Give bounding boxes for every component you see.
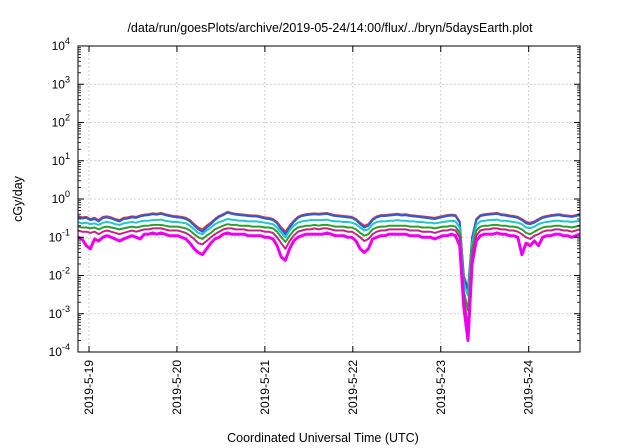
- y-tick-label: 10-4: [49, 342, 70, 359]
- y-axis: 10-4 10-3 10-2 10-1 100 101 102 103 104: [49, 36, 580, 359]
- y-axis-label: cGy/day: [11, 175, 25, 222]
- series-line-6: [77, 231, 581, 342]
- x-axis: 2019-5-19 2019-5-20 2019-5-21 2019-5-22 2019…: [82, 46, 536, 415]
- series-line-1: [77, 210, 581, 290]
- chart-title: /data/run/goesPlots/archive/2019-05-24/1…: [127, 21, 533, 35]
- plot-frame: [77, 45, 581, 353]
- y-tick-label: 10-3: [49, 304, 70, 321]
- series-line-4: [77, 223, 581, 312]
- grid: [78, 46, 580, 352]
- y-tick-label: 101: [52, 151, 70, 168]
- x-axis-label: Coordinated Universal Time (UTC): [227, 431, 419, 445]
- y-tick-label: 100: [52, 189, 70, 206]
- x-tick-label: 2019-5-19: [82, 360, 96, 415]
- series-group: [77, 210, 581, 342]
- y-tick-label: 10-2: [49, 266, 70, 283]
- y-tick-label: 103: [52, 74, 70, 91]
- x-tick-label: 2019-5-21: [258, 360, 272, 415]
- y-tick-label: 102: [52, 113, 70, 130]
- x-tick-label: 2019-5-22: [346, 360, 360, 415]
- y-tick-label: 104: [52, 36, 70, 53]
- x-tick-label: 2019-5-24: [522, 360, 536, 415]
- series-line-5: [77, 227, 581, 330]
- series-line-3: [77, 218, 581, 297]
- x-tick-label: 2019-5-23: [434, 360, 448, 415]
- x-tick-label: 2019-5-20: [170, 360, 184, 415]
- series-line-2: [77, 211, 581, 292]
- y-tick-label: 10-1: [49, 227, 70, 244]
